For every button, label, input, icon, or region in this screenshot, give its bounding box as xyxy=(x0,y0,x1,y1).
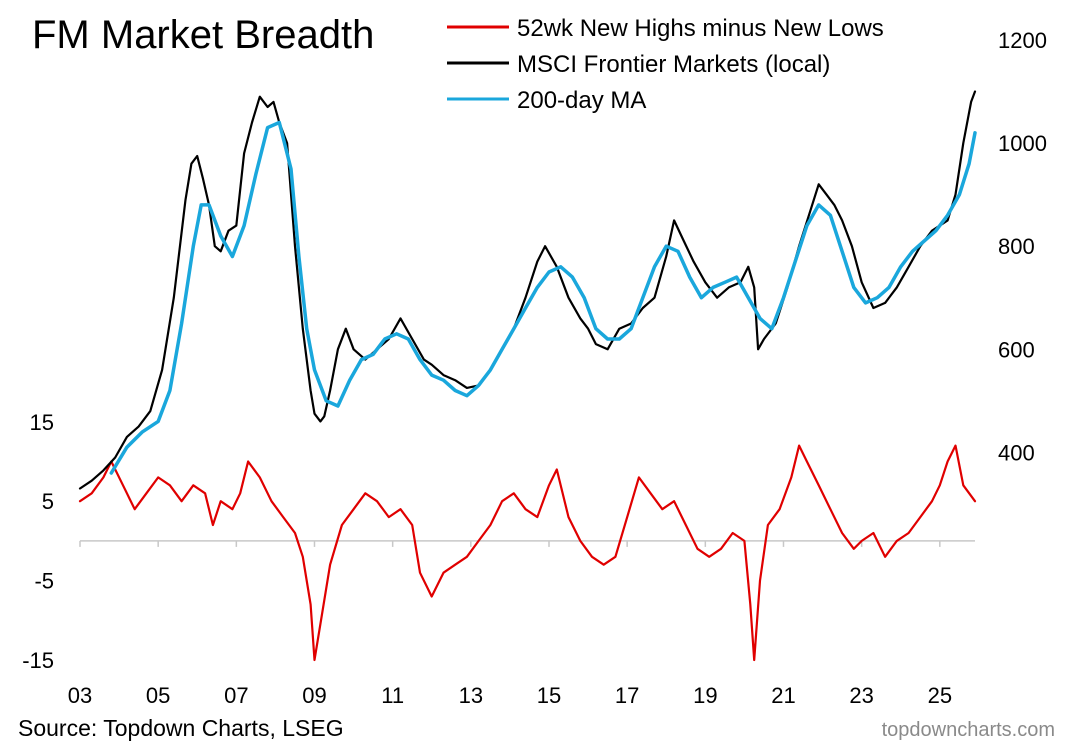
x-axis-ticks: 03 05 07 09 11 13 15 17 19 21 23 25 xyxy=(68,683,952,708)
watermark: topdowncharts.com xyxy=(882,719,1055,741)
series-line-new-highs-minus-lows xyxy=(78,444,977,662)
right-tick-1000: 1000 xyxy=(998,131,1047,156)
x-tick-13: 13 xyxy=(459,683,483,708)
right-tick-400: 400 xyxy=(998,440,1035,465)
right-tick-600: 600 xyxy=(998,337,1035,362)
chart-series xyxy=(78,90,977,662)
chart-title: FM Market Breadth xyxy=(32,13,374,57)
x-tick-21: 21 xyxy=(771,683,795,708)
legend-label-3: 200-day MA xyxy=(517,87,646,114)
source-note: Source: Topdown Charts, LSEG xyxy=(18,715,344,741)
x-tick-11: 11 xyxy=(381,683,404,708)
legend-label-2: MSCI Frontier Markets (local) xyxy=(517,51,830,78)
chart-legend: 52wk New Highs minus New Lows MSCI Fronti… xyxy=(447,15,884,114)
x-tick-07: 07 xyxy=(224,683,248,708)
left-tick-15: 15 xyxy=(30,410,54,435)
x-tick-03: 03 xyxy=(68,683,92,708)
right-axis-ticks: 400 600 800 1000 1200 xyxy=(998,28,1047,465)
series-line-200-day-ma xyxy=(109,120,977,475)
x-tick-19: 19 xyxy=(693,683,717,708)
series-line-msci-frontier xyxy=(78,90,977,490)
left-tick-5: 5 xyxy=(42,489,54,514)
left-tick--15: -15 xyxy=(22,648,54,673)
x-tick-09: 09 xyxy=(302,683,326,708)
right-tick-800: 800 xyxy=(998,234,1035,259)
legend-label-1: 52wk New Highs minus New Lows xyxy=(517,15,884,42)
left-axis-ticks: 15 5 -5 -15 xyxy=(22,410,54,673)
zero-line xyxy=(79,540,975,547)
right-tick-1200: 1200 xyxy=(998,28,1047,53)
left-tick--5: -5 xyxy=(34,569,54,594)
x-tick-15: 15 xyxy=(537,683,561,708)
x-tick-23: 23 xyxy=(849,683,873,708)
x-tick-05: 05 xyxy=(146,683,170,708)
x-tick-17: 17 xyxy=(615,683,639,708)
x-tick-25: 25 xyxy=(928,683,952,708)
